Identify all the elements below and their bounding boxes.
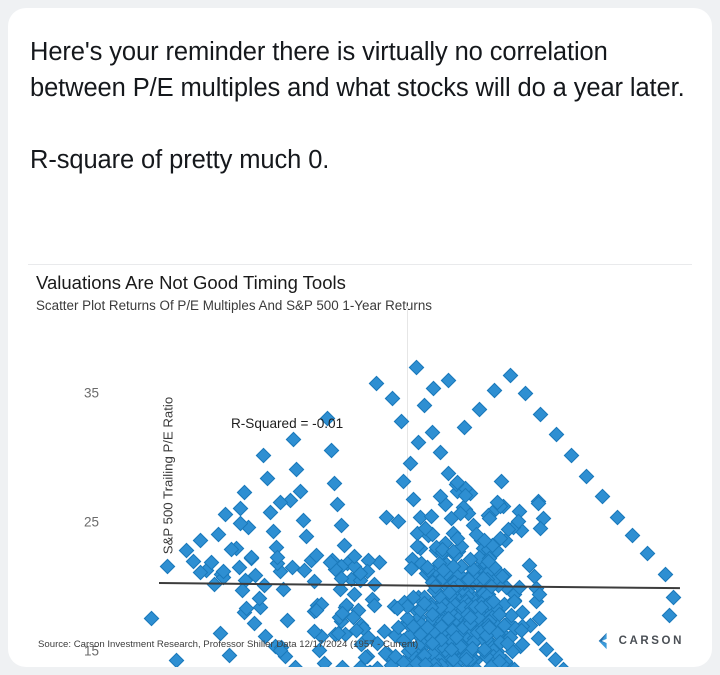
scatter-point (247, 615, 263, 632)
plot-area: S&P 500 Trailing P/E Ratio S&P 500 Perfo… (84, 306, 698, 667)
scatter-point (532, 406, 549, 422)
scatter-point (563, 447, 580, 464)
scatter-point (410, 434, 427, 451)
scatter-point (456, 419, 472, 435)
scatter-point (232, 500, 249, 517)
scatter-point (368, 375, 385, 391)
scatter-point (548, 427, 564, 443)
scatter-point (159, 558, 176, 575)
scatter-point (517, 385, 534, 402)
chart-title: Valuations Are Not Good Timing Tools (36, 272, 346, 293)
post-paragraph-spacer (30, 106, 690, 142)
scatter-point (143, 610, 160, 626)
scatter-point (210, 526, 226, 542)
scatter-point (424, 424, 441, 441)
scatter-point (402, 455, 419, 471)
scatter-point (279, 612, 296, 629)
scatter-point (425, 380, 442, 397)
scatter-point (296, 512, 312, 528)
scatter-point (432, 445, 449, 461)
scatter-point (441, 372, 457, 389)
scatter-point (594, 489, 610, 505)
source-note: Source: Carson Investment Research, Prof… (38, 639, 419, 650)
carson-chevron-icon (598, 632, 607, 650)
scatter-point (326, 476, 343, 492)
scatter-point (285, 432, 302, 448)
chart-container: Valuations Are Not Good Timing Tools Sca… (18, 250, 702, 667)
scatter-point (333, 517, 350, 533)
gridline-vertical (407, 306, 409, 667)
post-card: Here's your reminder there is virtually … (8, 8, 712, 667)
scatter-canvas: 3525155-50%-30%-10%10%30%50%R-Squared = … (84, 306, 698, 667)
scatter-point (408, 359, 424, 376)
scatter-point (487, 383, 503, 399)
scatter-point (299, 529, 315, 545)
scatter-point (665, 589, 682, 606)
scatter-point (288, 461, 305, 478)
y-axis-tick-label: 25 (83, 514, 99, 530)
scatter-point (306, 574, 322, 590)
scatter-point (255, 447, 272, 464)
scatter-point (624, 527, 641, 544)
scatter-point (244, 549, 260, 566)
scatter-point (262, 504, 279, 521)
y-axis-tick-label: 35 (83, 385, 99, 401)
scatter-point (661, 607, 678, 624)
scatter-point (384, 390, 401, 407)
scatter-point (236, 485, 253, 501)
scatter-point (657, 566, 674, 582)
scatter-point (640, 545, 656, 562)
r-squared-annotation: R-Squared = -0.01 (230, 415, 344, 431)
scatter-point (493, 473, 509, 490)
chart-footer: Source: Carson Investment Research, Prof… (18, 632, 702, 662)
scatter-point (259, 470, 275, 487)
scatter-point (416, 397, 433, 413)
scatter-point (609, 509, 626, 526)
post-paragraph-2: R-square of pretty much 0. (30, 146, 330, 174)
scatter-point (265, 523, 282, 540)
post-text-block: Here's your reminder there is virtually … (30, 34, 690, 178)
scatter-point (323, 442, 340, 459)
carson-wordmark: CARSON (618, 635, 684, 647)
scatter-point (396, 473, 412, 490)
scatter-point (502, 367, 518, 384)
scatter-point (193, 532, 209, 549)
chart-subtitle: Scatter Plot Returns Of P/E Multiples An… (36, 298, 432, 313)
scatter-point (217, 507, 234, 523)
scatter-point (578, 468, 595, 484)
scatter-point (471, 401, 488, 417)
y-axis-tick-label: 15 (83, 643, 99, 659)
post-paragraph-1: Here's your reminder there is virtually … (30, 38, 685, 102)
carson-logo: CARSON (594, 632, 684, 650)
chart-top-divider (28, 264, 692, 265)
scatter-point (329, 496, 346, 513)
